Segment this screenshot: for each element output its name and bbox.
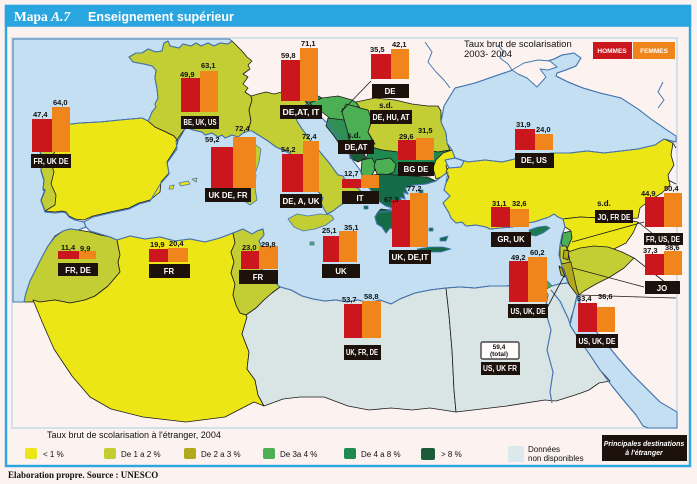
svg-text:53,7: 53,7 (342, 295, 357, 304)
svg-text:Mapa A.7: Mapa A.7 (14, 9, 72, 24)
svg-text:54,2: 54,2 (281, 145, 296, 154)
svg-text:12,7: 12,7 (344, 169, 359, 178)
svg-text:38,6: 38,6 (665, 243, 680, 252)
svg-text:s.d.: s.d. (379, 101, 393, 110)
svg-text:s.d.: s.d. (597, 199, 611, 208)
svg-text:Elaboration propre. Source : U: Elaboration propre. Source : UNESCO (8, 470, 158, 480)
svg-text:29,6: 29,6 (399, 132, 414, 141)
svg-text:71,1: 71,1 (301, 39, 316, 48)
svg-text:59,8: 59,8 (281, 51, 296, 60)
svg-text:UK, FR, DE: UK, FR, DE (346, 348, 378, 357)
svg-text:IT: IT (357, 194, 364, 203)
svg-text:72,4: 72,4 (302, 132, 317, 141)
svg-text:49,9: 49,9 (180, 70, 195, 79)
svg-text:23,0: 23,0 (242, 243, 257, 252)
svg-text:Enseignement supérieur: Enseignement supérieur (88, 10, 234, 24)
svg-text:31,1: 31,1 (492, 199, 507, 208)
svg-text:Principales destinations: Principales destinations (604, 441, 685, 448)
svg-text:11,4: 11,4 (61, 243, 76, 252)
svg-text:59,2: 59,2 (205, 135, 220, 144)
svg-text:50,4: 50,4 (664, 184, 679, 193)
svg-text:s.d.: s.d. (347, 131, 361, 140)
svg-text:49,2: 49,2 (511, 253, 526, 262)
svg-text:DE,AT, IT: DE,AT, IT (283, 108, 320, 117)
svg-text:24,0: 24,0 (536, 125, 551, 134)
svg-text:Taux brut de scolarisation à l: Taux brut de scolarisation à l'étranger,… (47, 430, 221, 440)
svg-text:FR, UK DE: FR, UK DE (34, 157, 69, 166)
svg-text:20,4: 20,4 (169, 239, 184, 248)
svg-text:non disponibles: non disponibles (528, 454, 584, 463)
svg-text:UK: UK (335, 267, 347, 276)
svg-text:DE: DE (385, 87, 396, 96)
svg-text:UK DE, FR: UK DE, FR (209, 191, 248, 200)
svg-text:19,9: 19,9 (150, 240, 165, 249)
svg-text:De 3a 4 %: De 3a 4 % (280, 450, 317, 459)
svg-text:US, UK, DE: US, UK, DE (511, 307, 546, 316)
svg-text:> 8 %: > 8 % (441, 450, 462, 459)
svg-text:DE, US: DE, US (521, 156, 547, 165)
svg-text:US, UK, DE: US, UK, DE (579, 337, 616, 346)
svg-text:47,4: 47,4 (33, 110, 48, 119)
svg-text:72,4: 72,4 (235, 124, 250, 133)
svg-text:36,6: 36,6 (598, 292, 613, 301)
svg-text:25,1: 25,1 (322, 226, 337, 235)
svg-text:29,8: 29,8 (261, 240, 276, 249)
svg-text:US, UK FR: US, UK FR (483, 364, 517, 373)
svg-text:FR, US, DE: FR, US, DE (646, 235, 680, 244)
svg-text:< 1 %: < 1 % (43, 450, 64, 459)
svg-text:(total): (total) (490, 351, 508, 358)
svg-text:42,1: 42,1 (392, 40, 407, 49)
svg-text:DE, HU, AT: DE, HU, AT (373, 113, 410, 122)
svg-text:64,0: 64,0 (53, 98, 68, 107)
svg-text:2003- 2004: 2003- 2004 (464, 49, 512, 60)
svg-text:De 4 a 8 %: De 4 a 8 % (361, 450, 401, 459)
svg-text:à l'étranger: à l'étranger (625, 450, 664, 457)
svg-text:35,1: 35,1 (344, 223, 359, 232)
svg-text:58,8: 58,8 (364, 292, 379, 301)
svg-text:31,9: 31,9 (516, 120, 531, 129)
svg-text:33,4: 33,4 (577, 294, 592, 303)
svg-text:FR, DE: FR, DE (65, 266, 91, 275)
svg-text:60,2: 60,2 (530, 248, 545, 257)
svg-text:9,9: 9,9 (80, 244, 90, 253)
svg-text:35,5: 35,5 (370, 45, 385, 54)
svg-text:De 2 a 3 %: De 2 a 3 % (201, 450, 241, 459)
svg-text:37,3: 37,3 (643, 246, 658, 255)
svg-text:FR: FR (253, 273, 264, 282)
svg-text:Données: Données (528, 445, 560, 454)
svg-text:HOMMES: HOMMES (597, 48, 627, 55)
svg-text:31,5: 31,5 (418, 126, 433, 135)
svg-text:FEMMES: FEMMES (640, 48, 668, 55)
svg-text:JO, FR DE: JO, FR DE (598, 213, 631, 222)
svg-text:UK, DE,IT: UK, DE,IT (392, 253, 429, 262)
svg-text:DE, A, UK: DE, A, UK (283, 197, 320, 206)
svg-text:63,1: 63,1 (201, 61, 216, 70)
svg-text:BE, UK, US: BE, UK, US (184, 118, 217, 127)
svg-text:Taux brut de scolarisation: Taux brut de scolarisation (464, 39, 572, 50)
svg-text:FR: FR (164, 267, 175, 276)
svg-text:67,3: 67,3 (384, 195, 399, 204)
svg-text:32,6: 32,6 (512, 199, 527, 208)
svg-text:BG DE: BG DE (404, 165, 429, 174)
svg-text:De 1 a 2 %: De 1 a 2 % (121, 450, 161, 459)
svg-text:JO: JO (657, 284, 667, 293)
svg-text:GR, UK: GR, UK (497, 235, 525, 244)
svg-text:DE,AT: DE,AT (345, 143, 368, 152)
svg-text:44,9: 44,9 (641, 189, 656, 198)
svg-text:59,4: 59,4 (493, 344, 506, 351)
svg-text:77,2: 77,2 (407, 184, 422, 193)
